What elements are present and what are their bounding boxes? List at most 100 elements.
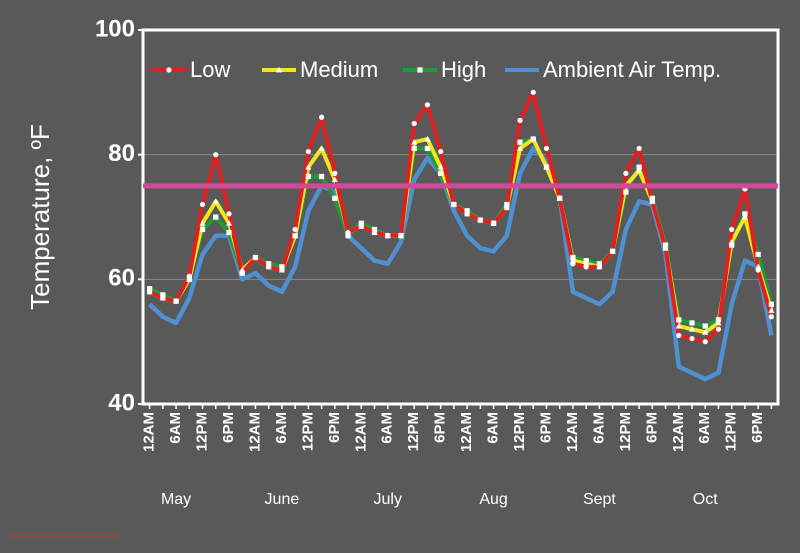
x-tick-label: 12AM bbox=[141, 412, 158, 452]
marker bbox=[424, 102, 431, 108]
marker bbox=[610, 248, 616, 254]
x-tick-label: 6AM bbox=[273, 412, 290, 444]
marker bbox=[385, 233, 391, 239]
marker bbox=[689, 326, 696, 332]
marker bbox=[292, 232, 299, 239]
x-tick-label: 12PM bbox=[511, 412, 528, 451]
marker bbox=[292, 226, 298, 233]
marker bbox=[225, 220, 232, 226]
marker bbox=[583, 264, 589, 270]
marker bbox=[411, 120, 417, 127]
legend-label: High bbox=[441, 57, 486, 82]
marker bbox=[173, 298, 179, 304]
month-label: July bbox=[374, 491, 402, 508]
marker bbox=[166, 67, 172, 73]
x-tick-label: 12AM bbox=[670, 412, 687, 452]
marker bbox=[768, 307, 775, 313]
marker bbox=[318, 114, 325, 120]
series-line bbox=[148, 146, 774, 382]
marker bbox=[345, 229, 351, 236]
x-tick-label: 12PM bbox=[405, 412, 422, 451]
y-tick-label: 80 bbox=[108, 140, 135, 167]
marker bbox=[702, 323, 708, 329]
x-tick-label: 6AM bbox=[590, 412, 607, 444]
marker bbox=[675, 322, 682, 329]
marker bbox=[438, 148, 444, 155]
marker bbox=[689, 335, 695, 342]
month-label: Oct bbox=[693, 491, 718, 508]
legend-label: Ambient Air Temp. bbox=[543, 57, 721, 82]
series-line bbox=[148, 137, 774, 335]
series-line bbox=[148, 90, 774, 344]
marker bbox=[424, 135, 431, 142]
marker bbox=[213, 214, 219, 220]
marker bbox=[266, 264, 272, 270]
marker bbox=[252, 254, 259, 261]
marker bbox=[437, 163, 444, 170]
y-tick-label: 60 bbox=[108, 265, 135, 292]
marker bbox=[662, 245, 669, 251]
marker bbox=[199, 226, 206, 233]
marker bbox=[332, 170, 338, 176]
marker bbox=[226, 211, 232, 217]
marker bbox=[517, 145, 524, 151]
x-tick-label: 6PM bbox=[220, 412, 237, 443]
marker bbox=[276, 66, 282, 73]
marker bbox=[332, 195, 338, 201]
x-tick-label: 12AM bbox=[246, 412, 263, 452]
marker bbox=[305, 148, 311, 155]
marker bbox=[186, 276, 193, 282]
marker bbox=[411, 145, 417, 152]
x-tick-label: 6PM bbox=[643, 412, 660, 443]
marker bbox=[768, 314, 774, 320]
x-tick-label: 6AM bbox=[167, 412, 184, 444]
marker bbox=[438, 170, 444, 176]
x-tick-label: 12AM bbox=[352, 412, 369, 452]
marker bbox=[199, 201, 206, 208]
marker bbox=[213, 152, 219, 158]
marker bbox=[623, 170, 629, 176]
marker bbox=[504, 205, 510, 211]
marker bbox=[318, 173, 325, 180]
marker bbox=[279, 267, 285, 273]
legend-label: Medium bbox=[300, 57, 378, 82]
marker bbox=[517, 139, 523, 145]
marker bbox=[331, 176, 338, 182]
marker bbox=[358, 223, 364, 229]
y-tick-label: 100 bbox=[95, 15, 135, 42]
marker bbox=[755, 267, 761, 273]
marker bbox=[557, 195, 563, 201]
marker bbox=[160, 295, 166, 301]
marker bbox=[715, 319, 722, 326]
marker bbox=[212, 198, 219, 204]
x-tick-label: 6PM bbox=[749, 412, 766, 443]
marker bbox=[596, 264, 603, 270]
marker bbox=[729, 226, 735, 233]
marker bbox=[199, 220, 206, 226]
marker bbox=[305, 163, 312, 170]
marker bbox=[676, 332, 682, 339]
marker bbox=[239, 270, 245, 276]
marker bbox=[689, 320, 695, 326]
marker bbox=[417, 67, 423, 73]
marker bbox=[345, 233, 351, 239]
legend-label: Low bbox=[190, 57, 230, 82]
marker bbox=[371, 229, 378, 236]
marker bbox=[147, 289, 153, 295]
x-tick-label: 6PM bbox=[537, 412, 554, 443]
marker bbox=[424, 145, 431, 152]
marker bbox=[226, 229, 232, 236]
marker bbox=[530, 135, 537, 142]
marker bbox=[464, 211, 470, 217]
y-tick-label: 40 bbox=[108, 389, 135, 416]
x-tick-label: 6AM bbox=[379, 412, 396, 444]
y-axis-label: Temperature, ºF bbox=[25, 124, 55, 310]
marker bbox=[530, 89, 536, 95]
x-tick-label: 6PM bbox=[432, 412, 449, 443]
marker bbox=[477, 217, 483, 223]
marker bbox=[318, 145, 325, 151]
x-tick-label: 12AM bbox=[458, 412, 475, 452]
marker bbox=[570, 261, 576, 267]
month-label: May bbox=[161, 491, 191, 508]
